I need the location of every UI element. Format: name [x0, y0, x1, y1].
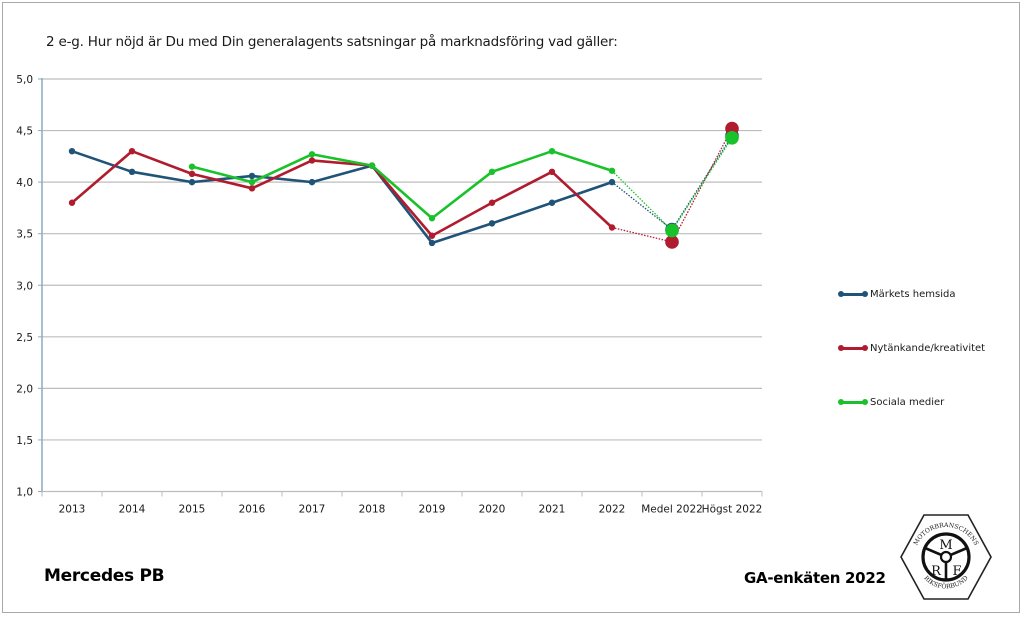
- x-tick-label: 2020: [479, 504, 506, 516]
- y-tick-label: 3,5: [16, 229, 33, 241]
- legend-item-nytankande[interactable]: Nytänkande/kreativitet: [838, 342, 985, 354]
- x-tick-label: 2015: [179, 504, 206, 516]
- data-point: [248, 185, 256, 192]
- mrf-logo-icon: M R F MOTORBRANSCHENS RIKSFÖRBUND: [900, 514, 992, 600]
- x-tick-label: 2019: [419, 504, 446, 516]
- connector-medel: [611, 170, 673, 232]
- x-tick-label: 2017: [299, 504, 326, 516]
- legend-label: Sociala medier: [870, 396, 945, 408]
- x-tick-label: 2022: [599, 504, 626, 516]
- data-point: [368, 162, 376, 169]
- y-tick-label: 1,5: [16, 435, 33, 447]
- series-group: [68, 121, 739, 249]
- data-point: [188, 170, 196, 178]
- y-axis-ticks: 1,0 1,5 2,0 2,5 3,0 3,5 4,0 4,5 5,0: [16, 74, 42, 499]
- logo-letter-m: M: [939, 538, 952, 553]
- data-point: [308, 178, 316, 186]
- data-point: [488, 220, 496, 227]
- connector-medel: [611, 181, 673, 231]
- x-tick-label: 2018: [359, 504, 386, 516]
- x-tick-label: 2014: [119, 504, 146, 516]
- data-point: [68, 147, 76, 155]
- legend-label: Nytänkande/kreativitet: [870, 342, 986, 354]
- data-point: [188, 178, 196, 186]
- y-tick-label: 5,0: [16, 74, 33, 86]
- data-point: [548, 147, 556, 155]
- data-point: [608, 178, 616, 186]
- y-tick-label: 4,0: [16, 177, 33, 189]
- connector-hogst: [671, 135, 733, 230]
- data-point: [608, 224, 616, 231]
- x-tick-label: 2021: [539, 504, 566, 516]
- logo-hexagon: [900, 514, 992, 600]
- x-axis-ticks: 2013 2014 2015 2016 2017 2018 2019 2020 2021 2022…: [41, 491, 763, 516]
- series-märkets-hemsida: [68, 128, 739, 247]
- legend-swatch-icon: [838, 342, 868, 354]
- series-line: [71, 149, 613, 245]
- survey-label: GA-enkäten 2022: [744, 569, 886, 587]
- y-tick-label: 3,0: [16, 280, 33, 292]
- grid-lines: [42, 78, 762, 441]
- logo-wheel: [921, 532, 971, 582]
- y-tick-label: 2,0: [16, 383, 33, 395]
- data-point: [488, 199, 496, 206]
- y-tick-label: 1,0: [16, 487, 33, 499]
- data-point: [308, 157, 316, 164]
- connector-hogst: [671, 137, 733, 231]
- legend-swatch-icon: [838, 288, 868, 300]
- legend-label: Märkets hemsida: [870, 288, 956, 300]
- series-nytänkande-kreativitet: [68, 121, 739, 249]
- data-point: [428, 232, 436, 239]
- legend-item-markets-hemsida[interactable]: Märkets hemsida: [838, 288, 955, 300]
- x-tick-label: 2016: [239, 504, 266, 516]
- data-point: [548, 199, 556, 206]
- data-point: [548, 168, 556, 176]
- data-point: [248, 178, 256, 186]
- data-point: [428, 215, 436, 222]
- logo-letter-f: F: [952, 564, 961, 579]
- series-line: [191, 149, 613, 220]
- brand-label: Mercedes PB: [44, 566, 165, 586]
- data-point: [608, 167, 616, 174]
- y-tick-label: 2,5: [16, 332, 33, 344]
- summary-marker: [665, 235, 679, 249]
- data-point: [188, 163, 196, 170]
- data-point: [488, 168, 496, 176]
- legend-item-sociala-medier[interactable]: Sociala medier: [838, 396, 944, 408]
- data-point: [128, 147, 136, 155]
- x-tick-label: Medel 2022: [641, 504, 703, 516]
- series-sociala-medier: [188, 130, 739, 238]
- x-tick-label: 2013: [59, 504, 86, 516]
- data-point: [68, 199, 76, 206]
- data-point: [428, 239, 436, 247]
- summary-marker: [665, 223, 679, 238]
- legend-swatch-icon: [838, 396, 868, 408]
- series-line: [71, 149, 613, 238]
- logo-letter-r: R: [931, 564, 942, 579]
- data-point: [308, 151, 316, 158]
- x-tick-label: Högst 2022: [702, 504, 763, 516]
- data-point: [128, 168, 136, 176]
- summary-marker: [725, 130, 739, 145]
- chart-title: 2 e-g. Hur nöjd är Du med Din generalage…: [46, 34, 618, 50]
- y-tick-label: 4,5: [16, 126, 33, 138]
- data-point: [248, 172, 256, 180]
- connector-medel: [611, 226, 673, 243]
